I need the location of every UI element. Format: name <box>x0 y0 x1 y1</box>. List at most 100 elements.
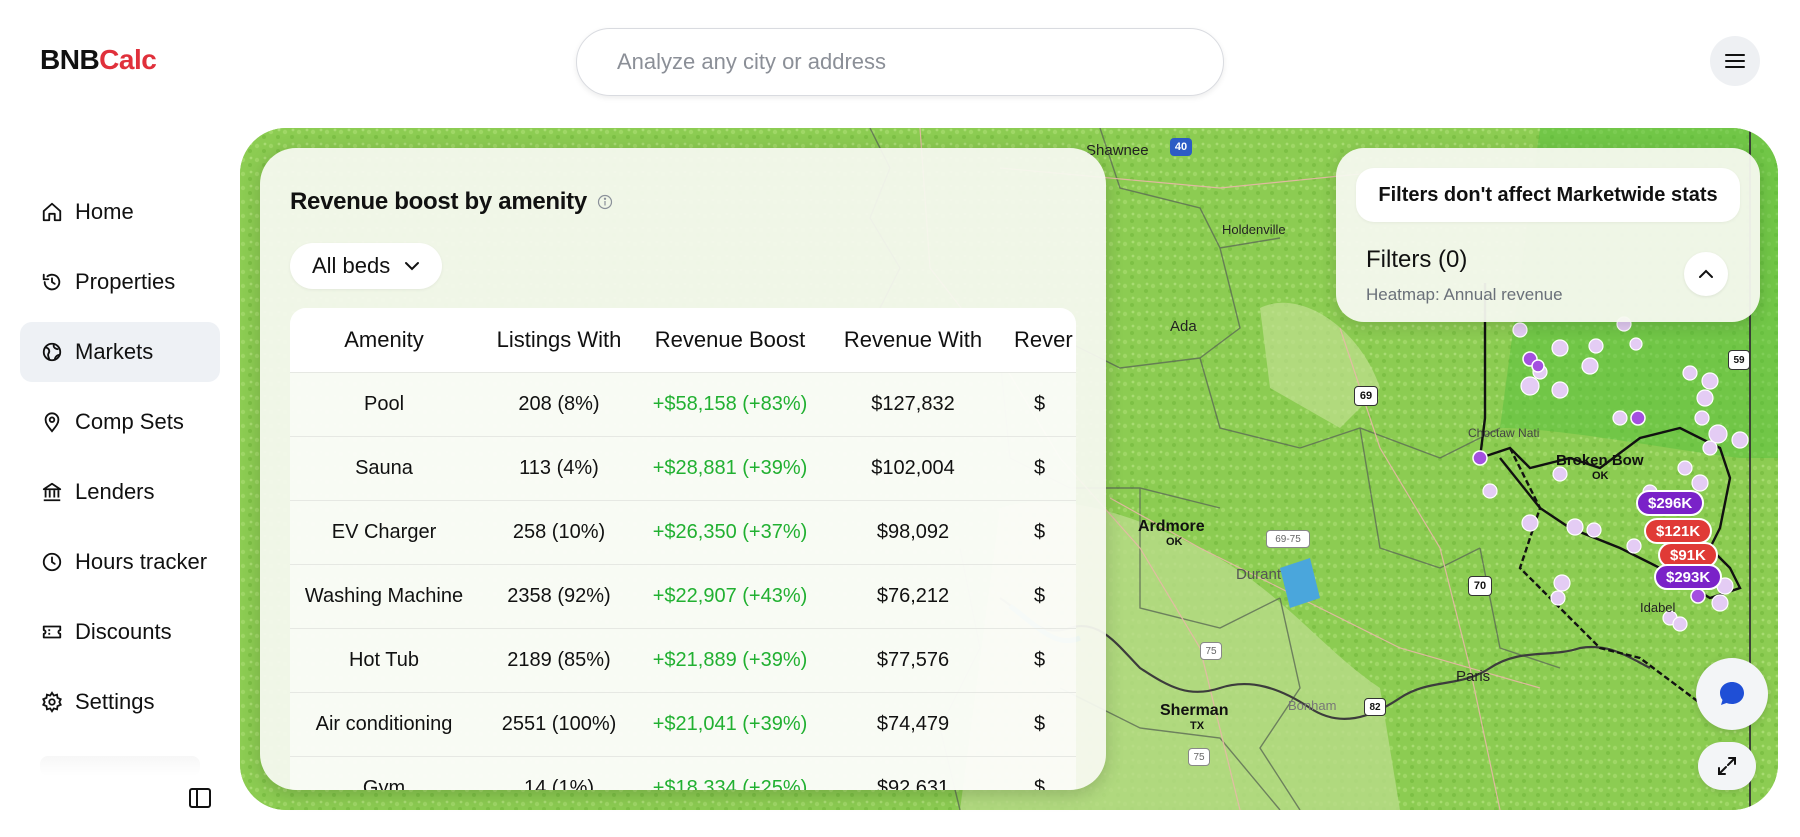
price-pin[interactable]: $121K <box>1644 518 1713 544</box>
globe-icon <box>40 340 64 364</box>
logo-text-bnb: BNB <box>40 44 100 75</box>
sidebar-item-label: Settings <box>75 689 155 714</box>
home-icon <box>40 200 64 224</box>
map-label-paris: Paris <box>1456 668 1491 685</box>
search-input[interactable] <box>617 49 1177 75</box>
sidebar-item-label: Hours tracker <box>75 549 208 574</box>
amenity-table-container[interactable]: Amenity Listings With Revenue Boost Reve… <box>290 308 1076 790</box>
amenity-cell: Air conditioning <box>290 691 478 756</box>
map-label-holdenville: Holdenville <box>1222 222 1286 237</box>
hamburger-icon <box>1725 54 1745 68</box>
expand-icon <box>1718 757 1736 775</box>
heatmap-label: Heatmap: Annual revenue <box>1366 285 1563 304</box>
menu-button[interactable] <box>1710 36 1760 86</box>
sidebar-item-label: Lenders <box>75 479 155 504</box>
bank-icon <box>40 480 64 504</box>
revenue-without-cell: $ <box>1006 755 1076 790</box>
highway-shield-75: 75 <box>1200 642 1222 660</box>
listings-cell: 2189 (85%) <box>478 627 640 692</box>
listings-cell: 258 (10%) <box>478 499 640 564</box>
sidebar-item-label: Discounts <box>75 619 172 644</box>
sidebar-item-discounts[interactable]: Discounts <box>20 602 220 662</box>
beds-filter-dropdown[interactable]: All beds <box>290 243 443 289</box>
price-pin[interactable]: $293K <box>1654 564 1723 590</box>
filters-title[interactable]: Filters (0) <box>1366 246 1468 273</box>
sidebar-collapse-button[interactable] <box>186 784 214 812</box>
revenue-without-cell: $ <box>1006 627 1076 692</box>
listings-cell: 113 (4%) <box>478 435 640 500</box>
app-logo[interactable]: BNBCalc <box>40 44 157 76</box>
expand-map-button[interactable] <box>1698 742 1756 790</box>
column-header-listings-with[interactable]: Listings With <box>478 308 640 372</box>
sidebar-item-label: Home <box>75 199 134 224</box>
amenity-revenue-card: Revenue boost by amenity All beds Amenit… <box>260 148 1106 790</box>
sidebar-nav: Home Properties Markets Comp Sets Lender… <box>20 182 220 742</box>
map-label-bonham: Bonham <box>1288 698 1337 713</box>
highway-shield-69-75: 69-75 <box>1266 530 1310 548</box>
sidebar-item-label: Properties <box>75 269 176 294</box>
sidebar-item-properties[interactable]: Properties <box>20 252 220 312</box>
table-row: Washing Machine 2358 (92%) +$22,907 (+43… <box>290 563 1076 628</box>
chevron-up-icon <box>1699 269 1713 278</box>
search-bar[interactable] <box>576 28 1224 96</box>
boost-cell: +$21,889 (+39%) <box>640 627 820 692</box>
sidebar-toggle-icon <box>189 788 211 808</box>
info-icon[interactable] <box>597 194 613 210</box>
sidebar-item-lenders[interactable]: Lenders <box>20 462 220 522</box>
highway-shield-40: 40 <box>1170 138 1192 156</box>
column-header-amenity[interactable]: Amenity <box>290 308 478 372</box>
table-header-row: Amenity Listings With Revenue Boost Reve… <box>290 308 1076 372</box>
revenue-with-cell: $77,576 <box>820 627 1006 692</box>
clock-icon <box>40 550 64 574</box>
map-label-ardmore: Ardmore <box>1138 518 1205 535</box>
chat-button[interactable] <box>1696 658 1768 730</box>
boost-cell: +$18,334 (+25%) <box>640 755 820 790</box>
boost-cell: +$26,350 (+37%) <box>640 499 820 564</box>
amenity-table: Amenity Listings With Revenue Boost Reve… <box>290 308 1076 790</box>
column-header-revenue-without[interactable]: Rever <box>1006 308 1076 372</box>
map-pin-icon <box>40 410 64 434</box>
revenue-with-cell: $76,212 <box>820 563 1006 628</box>
sidebar-item-home[interactable]: Home <box>20 182 220 242</box>
sidebar-item-settings[interactable]: Settings <box>20 672 220 732</box>
map-label-sherman: Sherman <box>1160 702 1229 719</box>
map-label-ok-state-2: OK <box>1166 536 1183 548</box>
column-header-revenue-with[interactable]: Revenue With <box>820 308 1006 372</box>
sidebar-item-hours-tracker[interactable]: Hours tracker <box>20 532 220 592</box>
listings-cell: 208 (8%) <box>478 371 640 436</box>
highway-shield-69: 69 <box>1354 386 1378 406</box>
logo-text-calc: Calc <box>99 44 157 75</box>
amenity-cell: Pool <box>290 371 478 436</box>
highway-shield-59: 59 <box>1728 350 1750 370</box>
boost-cell: +$28,881 (+39%) <box>640 435 820 500</box>
filters-collapse-button[interactable] <box>1684 252 1728 296</box>
price-pin[interactable]: $296K <box>1636 490 1705 516</box>
boost-cell: +$22,907 (+43%) <box>640 563 820 628</box>
card-title-text: Revenue boost by amenity <box>290 188 587 215</box>
revenue-without-cell: $ <box>1006 563 1076 628</box>
sidebar-item-label: Markets <box>75 339 154 364</box>
revenue-with-cell: $102,004 <box>820 435 1006 500</box>
revenue-with-cell: $127,832 <box>820 371 1006 436</box>
sidebar-item-markets[interactable]: Markets <box>20 322 220 382</box>
filters-panel: Filters don't affect Marketwide stats Fi… <box>1336 148 1760 322</box>
map-label-shawnee: Shawnee <box>1086 142 1149 159</box>
highway-shield-75-south: 75 <box>1188 748 1210 766</box>
map-label-broken-bow: Broken Bow <box>1556 452 1644 469</box>
map-label-durant: Durant <box>1236 566 1282 583</box>
map-label-choctaw-nation: Choctaw Nati <box>1468 426 1540 440</box>
revenue-without-cell: $ <box>1006 499 1076 564</box>
map-label-ok-state: OK <box>1592 470 1609 482</box>
amenity-cell: Hot Tub <box>290 627 478 692</box>
ticket-icon <box>40 620 64 644</box>
column-header-revenue-boost[interactable]: Revenue Boost <box>640 308 820 372</box>
amenity-cell: Washing Machine <box>290 563 478 628</box>
filters-notice: Filters don't affect Marketwide stats <box>1356 168 1740 222</box>
boost-cell: +$58,158 (+83%) <box>640 371 820 436</box>
history-icon <box>40 270 64 294</box>
beds-filter-label: All beds <box>312 253 391 278</box>
chevron-down-icon <box>405 262 420 271</box>
listings-cell: 2551 (100%) <box>478 691 640 756</box>
revenue-without-cell: $ <box>1006 371 1076 436</box>
sidebar-item-comp-sets[interactable]: Comp Sets <box>20 392 220 452</box>
